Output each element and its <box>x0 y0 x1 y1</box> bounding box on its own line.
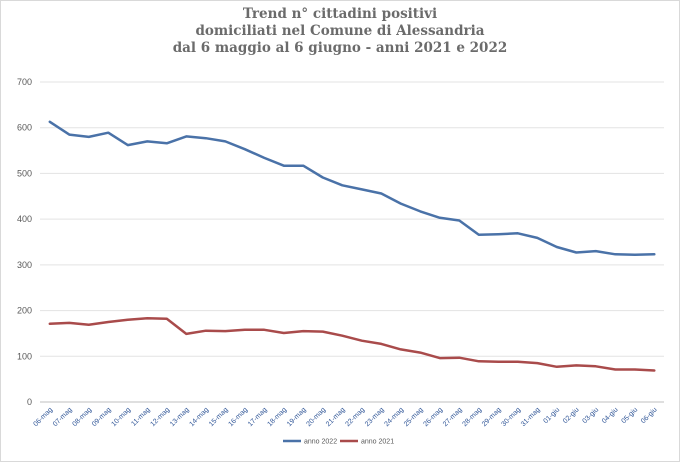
x-tick-label: 22-mag <box>344 406 366 428</box>
x-tick-label: 30-mag <box>500 406 522 428</box>
x-tick-label: 19-mag <box>286 406 308 428</box>
series-lines <box>48 120 656 372</box>
x-tick-label: 11-mag <box>130 406 151 427</box>
x-tick-label: 23-mag <box>364 406 386 428</box>
legend-label: anno 2021 <box>361 439 394 446</box>
y-tick-label: 100 <box>17 351 32 361</box>
legend: anno 2022 anno 2021 <box>283 439 394 446</box>
legend-label: anno 2022 <box>304 439 337 446</box>
y-tick-label: 700 <box>17 77 32 87</box>
chart-title: Trend n° cittadini positivi domiciliati … <box>0 6 680 57</box>
x-tick-label: 17-mag <box>247 406 269 428</box>
chart-title-line-3: dal 6 maggio al 6 giugno - anni 2021 e 2… <box>172 40 508 56</box>
x-tick-label: 31-mag <box>520 406 542 428</box>
x-tick-label: 08-mag <box>71 406 93 428</box>
x-axis-ticks: 06-mag07-mag08-mag09-mag10-mag11-mag12-m… <box>32 406 658 428</box>
x-tick-label: 25-mag <box>403 406 425 428</box>
x-tick-label: 21-mag <box>325 406 347 428</box>
x-tick-label: 28-mag <box>461 406 483 428</box>
x-tick-label: 27-mag <box>442 406 464 428</box>
y-tick-label: 0 <box>27 397 32 407</box>
y-tick-label: 200 <box>17 306 32 316</box>
chart-title-line-1: Trend n° cittadini positivi <box>242 6 438 22</box>
x-tick-label: 06-giu <box>640 406 659 425</box>
y-axis-ticks: 0 100 200 300 400 500 600 700 <box>17 77 32 407</box>
chart-title-line-2: domiciliati nel Comune di Alessandria <box>195 23 485 39</box>
y-tick-label: 400 <box>17 214 32 224</box>
x-tick-label: 13-mag <box>169 406 191 428</box>
series-line-1 <box>48 120 656 257</box>
x-tick-label: 10-mag <box>110 406 132 428</box>
x-tick-label: 02-giu <box>562 406 581 425</box>
y-tick-label: 600 <box>17 123 32 133</box>
x-tick-label: 06-mag <box>32 406 54 428</box>
y-tick-label: 300 <box>17 260 32 270</box>
x-tick-label: 05-giu <box>620 406 639 425</box>
x-tick-label: 03-giu <box>581 406 600 425</box>
x-tick-label: 24-mag <box>383 406 405 428</box>
x-tick-label: 04-giu <box>601 406 620 425</box>
series-line-2 <box>48 317 656 372</box>
x-tick-label: 01-giu <box>542 406 561 425</box>
x-tick-label: 09-mag <box>91 406 113 428</box>
x-tick-label: 07-mag <box>52 406 74 428</box>
x-tick-label: 12-mag <box>149 406 171 428</box>
x-tick-label: 20-mag <box>305 406 327 428</box>
y-tick-label: 500 <box>17 168 32 178</box>
x-tick-label: 14-mag <box>188 406 210 428</box>
x-tick-label: 26-mag <box>422 406 444 428</box>
x-tick-label: 15-mag <box>208 406 230 428</box>
x-tick-label: 18-mag <box>266 406 288 428</box>
x-tick-label: 16-mag <box>227 406 249 428</box>
x-tick-label: 29-mag <box>481 406 503 428</box>
gridlines <box>40 81 664 403</box>
